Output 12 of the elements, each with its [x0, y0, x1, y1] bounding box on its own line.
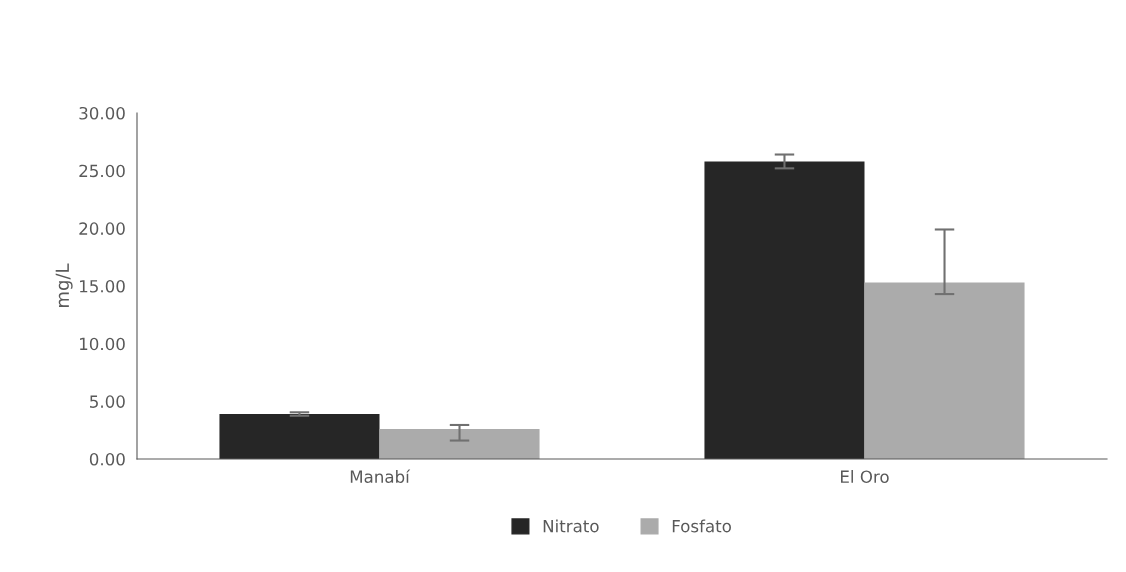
- y-tick-label: 20.00: [79, 222, 125, 235]
- legend-label: Fosfato: [672, 519, 731, 533]
- legend-label: Nitrato: [543, 519, 599, 533]
- y-tick-label: 15.00: [80, 279, 125, 293]
- y-tick-label: 0.00: [89, 452, 125, 466]
- y-tick-label: 25.00: [79, 164, 125, 178]
- y-tick-label: 10.00: [80, 337, 125, 351]
- y-tick-label: 5.00: [90, 395, 125, 408]
- x-tick-label: El Oro: [841, 470, 889, 484]
- y-axis-title: mg/L: [55, 263, 73, 307]
- x-tick-label: Manabí: [350, 469, 411, 484]
- y-tick-label: 30.00: [79, 106, 125, 120]
